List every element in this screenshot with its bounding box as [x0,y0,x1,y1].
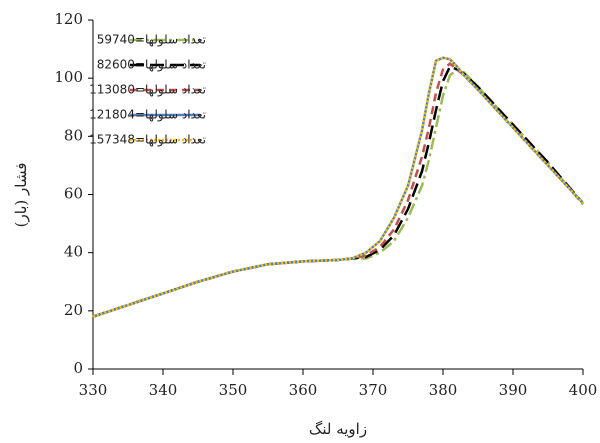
legend-label: تعداد سلولها=121804 [89,108,206,123]
line [92,61,584,318]
y-tick-label: 40 [64,243,83,261]
x-tick-label: 400 [569,381,598,399]
y-tick-label: 80 [64,126,83,144]
y-axis-label: فشار (بار) [12,163,30,228]
y-tick-label: 0 [73,359,83,377]
legend-label: تعداد سلولها=59740 [97,33,206,48]
y-tick-label: 100 [54,68,83,86]
x-tick-label: 370 [359,381,388,399]
y-tick-label: 20 [64,301,83,319]
line [92,64,584,318]
y-tick-label: 60 [64,185,83,203]
line [92,56,584,318]
legend-label: تعداد سلولها=113080 [89,83,206,98]
line [92,56,584,318]
x-axis-label: زاویه لنگ [309,420,367,438]
legend-label: تعداد سلولها=82600 [97,58,206,73]
x-tick-label: 360 [289,381,318,399]
y-tick-label: 120 [54,10,83,28]
x-tick-label: 390 [499,381,528,399]
x-tick-label: 340 [149,381,178,399]
legend-label: تعداد سلولها=157348 [89,133,206,148]
x-tick-label: 350 [219,381,248,399]
x-tick-label: 330 [79,381,108,399]
x-tick-label: 380 [429,381,458,399]
